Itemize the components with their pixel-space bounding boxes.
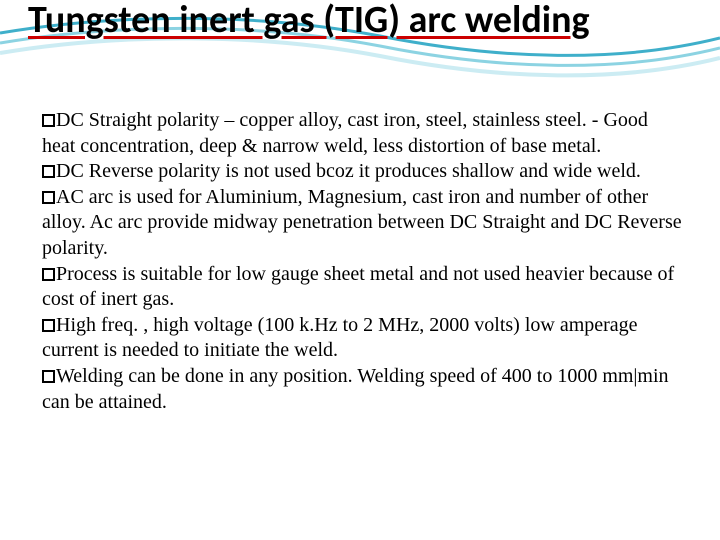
bullet-text: DC Straight polarity – copper alloy, cas… — [42, 109, 648, 157]
square-bullet-icon — [42, 191, 55, 204]
slide-title: Tungsten inert gas (TIG) arc welding — [28, 0, 692, 42]
bullet-item: Welding can be done in any position. Wel… — [42, 364, 686, 415]
bullet-text: Welding can be done in any position. Wel… — [42, 365, 669, 413]
square-bullet-icon — [42, 165, 55, 178]
square-bullet-icon — [42, 268, 55, 281]
bullet-item: High freq. , high voltage (100 k.Hz to 2… — [42, 313, 686, 364]
bullet-text: AC arc is used for Aluminium, Magnesium,… — [42, 186, 682, 259]
bullet-item: Process is suitable for low gauge sheet … — [42, 262, 686, 313]
square-bullet-icon — [42, 319, 55, 332]
slide-body: DC Straight polarity – copper alloy, cas… — [42, 108, 686, 415]
bullet-text: Process is suitable for low gauge sheet … — [42, 263, 674, 311]
square-bullet-icon — [42, 114, 55, 127]
bullet-text: DC Reverse polarity is not used bcoz it … — [56, 160, 641, 182]
bullet-item: DC Straight polarity – copper alloy, cas… — [42, 108, 686, 159]
square-bullet-icon — [42, 370, 55, 383]
bullet-item: AC arc is used for Aluminium, Magnesium,… — [42, 185, 686, 262]
bullet-text: High freq. , high voltage (100 k.Hz to 2… — [42, 314, 638, 362]
bullet-item: DC Reverse polarity is not used bcoz it … — [42, 159, 686, 185]
slide: Tungsten inert gas (TIG) arc welding DC … — [0, 0, 720, 540]
